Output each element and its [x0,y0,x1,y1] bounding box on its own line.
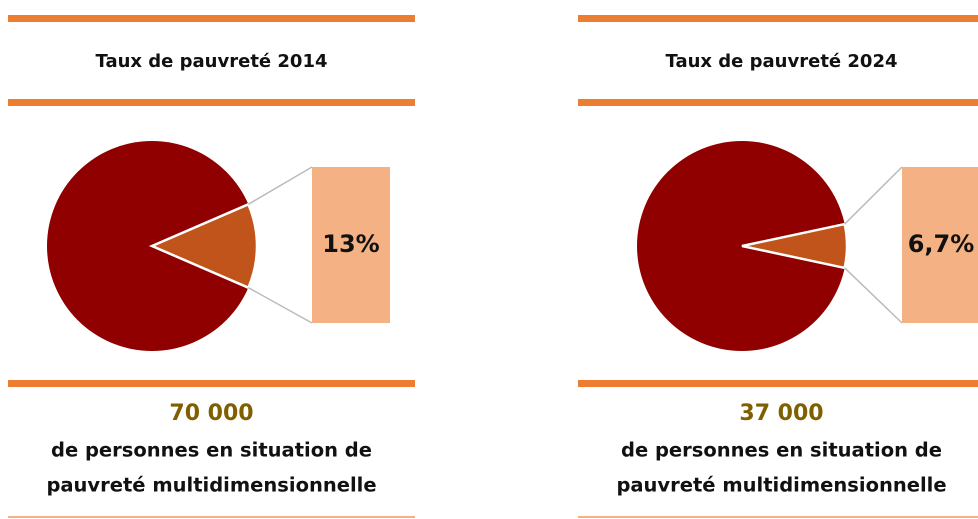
connector [844,166,903,225]
pie-slice [148,202,259,290]
callout-box [902,167,978,323]
caption: de personnes en situation de [51,439,372,462]
divider [8,99,415,106]
divider [8,15,415,22]
value-label: 13% [322,230,379,258]
value-label: 6,7% [908,230,975,258]
divider [578,380,978,387]
figure: 70 000 [169,401,253,426]
divider [578,516,978,518]
caption: pauvreté multidimensionnelle [46,474,376,497]
panel-title: Taux de pauvreté 2024 [666,51,898,72]
divider [8,380,415,387]
connector [247,166,313,205]
caption: de personnes en situation de [621,439,942,462]
pie-slice [741,222,849,270]
figure: 37 000 [739,401,823,426]
divider [578,15,978,22]
connector [844,267,903,324]
divider [578,99,978,106]
divider [8,516,415,518]
callout-box [312,167,390,323]
connector [248,287,313,324]
caption: pauvreté multidimensionnelle [616,474,946,497]
panel-title: Taux de pauvreté 2014 [96,51,328,72]
